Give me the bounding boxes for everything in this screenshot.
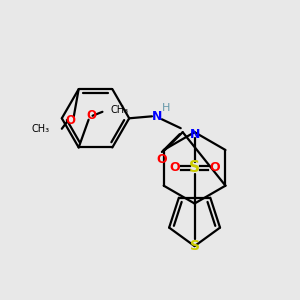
Text: CH₃: CH₃ <box>32 124 50 134</box>
Text: O: O <box>169 161 180 174</box>
Text: O: O <box>86 109 97 122</box>
Text: O: O <box>209 161 220 174</box>
Text: O: O <box>66 114 76 127</box>
Text: N: N <box>152 110 162 123</box>
Text: N: N <box>189 128 200 141</box>
Text: S: S <box>190 239 200 253</box>
Text: H: H <box>162 103 170 113</box>
Text: CH₃: CH₃ <box>110 105 128 115</box>
Text: O: O <box>157 153 167 167</box>
Text: S: S <box>189 160 200 175</box>
